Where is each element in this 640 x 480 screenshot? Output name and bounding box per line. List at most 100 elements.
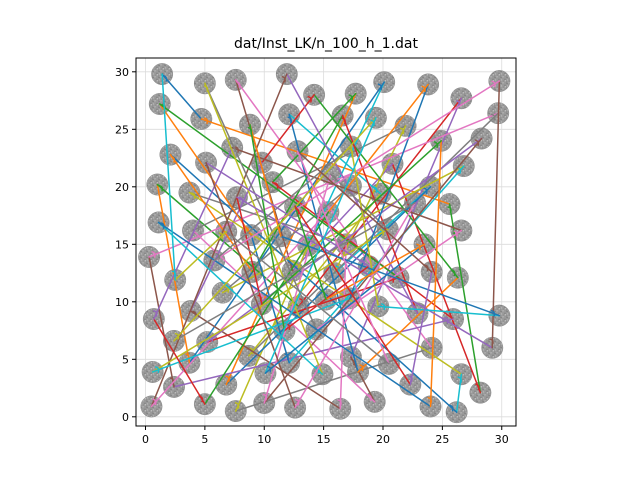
segment-hook	[224, 286, 230, 294]
segment-hook	[151, 250, 156, 258]
tour-segment	[236, 196, 493, 349]
tour-segment	[249, 123, 282, 237]
tour-segment	[213, 80, 501, 262]
segment-hook	[337, 399, 342, 407]
tour-segment	[161, 73, 203, 120]
tour-segment	[264, 243, 426, 374]
segment-hook	[424, 264, 429, 272]
tour-segment	[294, 205, 412, 386]
segment-hook	[331, 174, 337, 182]
segment-hook	[348, 148, 354, 156]
segment-hook	[379, 228, 385, 236]
segment-hook	[171, 270, 177, 278]
segment-hook	[422, 345, 428, 353]
tour-segment	[205, 161, 370, 267]
tour-segment	[153, 318, 206, 405]
segment-hook	[154, 366, 160, 374]
y-tick-label: 0	[122, 411, 129, 424]
segment-hook	[160, 222, 165, 230]
segment-hook	[310, 320, 316, 328]
segment-hook	[203, 85, 209, 93]
tour-segment	[205, 161, 296, 409]
segment-hook	[153, 309, 158, 317]
segment-hook	[235, 80, 241, 88]
segment-hook	[294, 398, 300, 406]
tour-segment	[251, 114, 344, 273]
segment-hook	[457, 376, 462, 384]
segment-hook	[489, 338, 494, 346]
tour-segment	[350, 356, 376, 403]
segment-hook	[238, 196, 244, 204]
tour-segment	[357, 276, 459, 373]
segment-hook	[370, 119, 375, 127]
segment-hook	[421, 85, 426, 93]
segment-hook	[411, 304, 416, 312]
segment-hook	[359, 364, 364, 372]
y-tick-label: 20	[115, 181, 129, 194]
segment-hook	[416, 243, 421, 251]
y-tick-label: 25	[115, 123, 129, 136]
tour-segment	[189, 310, 341, 410]
segment-hook	[341, 117, 346, 125]
tour-segment	[350, 97, 463, 358]
segment-hook	[247, 126, 253, 134]
segment-hook	[350, 358, 355, 366]
tour-segment	[153, 146, 233, 320]
tour-segment	[192, 125, 407, 232]
tour-segment	[280, 235, 501, 317]
tour-segment	[206, 137, 483, 343]
segment-hook	[162, 74, 168, 82]
tour-segment	[261, 94, 315, 164]
tour-segment	[288, 113, 382, 195]
segment-hook	[204, 164, 210, 172]
tour-segment	[173, 117, 377, 342]
tour-segment	[294, 205, 327, 301]
tour-segment	[206, 276, 400, 343]
x-tick-label: 5	[201, 433, 208, 446]
segment-hook	[249, 347, 254, 355]
segment-hook	[408, 375, 413, 383]
plot-frame	[135, 57, 517, 427]
segment-hook	[170, 155, 175, 163]
x-tick-label: 10	[257, 433, 271, 446]
segment-hook	[377, 83, 383, 91]
x-tick-label: 25	[435, 433, 449, 446]
tour-segment	[156, 183, 191, 364]
tour-segment	[204, 82, 318, 331]
tour-segment	[235, 347, 433, 412]
segment-hook	[266, 365, 272, 373]
tour-segment	[188, 81, 385, 364]
tour-segment	[161, 73, 176, 281]
tour-segment	[159, 103, 400, 279]
axis-ticks: 0 5 10 15 20 25 30 0 5 10 15 20 25 30	[115, 66, 509, 446]
segment-hook	[475, 383, 480, 391]
y-tick-label: 30	[115, 66, 129, 79]
tour-segment	[429, 140, 442, 408]
tour-segment	[409, 271, 433, 386]
y-tick-label: 10	[115, 296, 129, 309]
segment-hook	[234, 401, 240, 409]
x-tick-label: 20	[376, 433, 390, 446]
tour-segment	[159, 103, 252, 236]
segment-hook	[257, 294, 262, 302]
segment-hook	[348, 94, 353, 102]
segment-hook	[449, 404, 454, 412]
tour-segment	[156, 183, 300, 308]
segment-hook	[296, 152, 302, 160]
tour-segment	[249, 123, 286, 332]
segment-hook	[234, 146, 239, 154]
y-tick-label: 15	[115, 238, 129, 251]
tour-segment	[150, 73, 288, 408]
tour-segment	[294, 202, 416, 409]
tour-paths	[148, 73, 501, 413]
segment-hook	[284, 353, 289, 361]
x-tick-label: 30	[495, 433, 509, 446]
segment-hook	[423, 187, 428, 195]
segment-hook	[262, 393, 268, 401]
segment-hook	[474, 139, 480, 147]
x-tick-label: 15	[317, 433, 331, 446]
segment-hook	[158, 184, 164, 192]
tour-segment	[292, 163, 394, 272]
segment-hook	[225, 375, 230, 383]
